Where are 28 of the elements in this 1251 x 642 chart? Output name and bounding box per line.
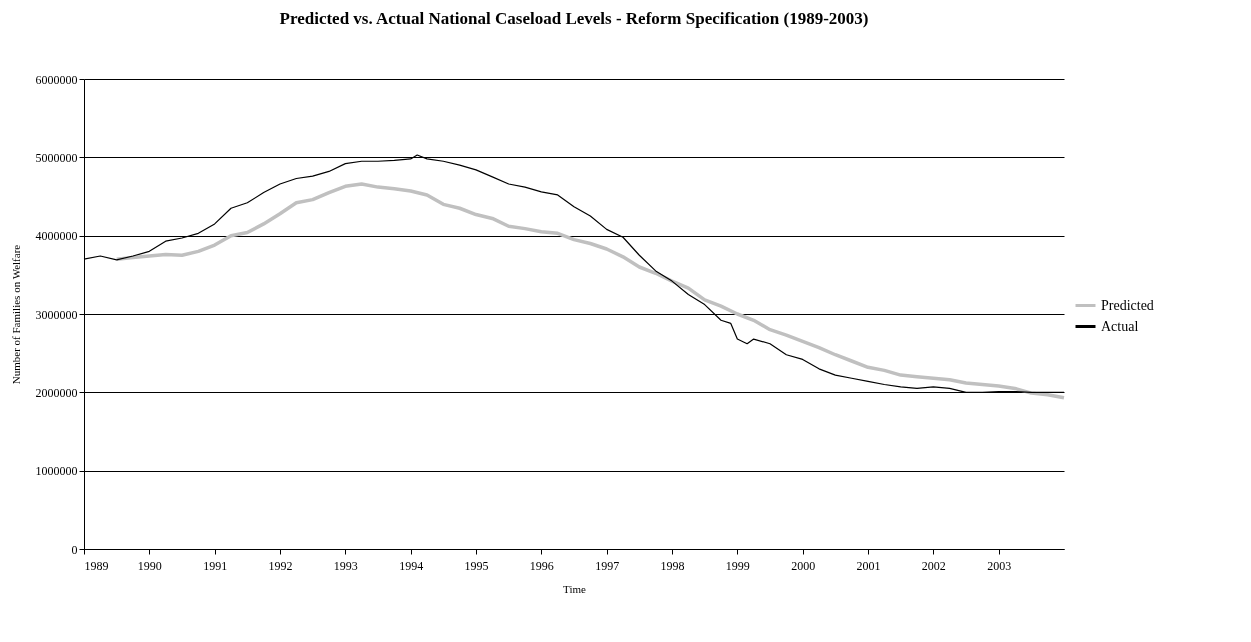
x-tick-label: 1992 xyxy=(268,558,293,573)
x-tick-label: 1989 xyxy=(84,558,109,573)
x-tick-label: 2001 xyxy=(856,558,881,573)
x-tick-label: 2003 xyxy=(987,558,1012,573)
x-tick-label: 1993 xyxy=(333,558,358,573)
y-tick-label: 6000000 xyxy=(35,72,78,87)
line-series xyxy=(114,182,1066,400)
x-tick-label: 1999 xyxy=(725,558,750,573)
y-tick-label: 4000000 xyxy=(35,229,78,244)
y-tick-label: 5000000 xyxy=(35,150,78,165)
x-axis-title: Time xyxy=(563,582,587,595)
y-tick-label: 1000000 xyxy=(35,464,78,479)
y-tick-label: 2000000 xyxy=(35,385,78,400)
legend-label: Predicted xyxy=(1101,297,1154,313)
x-tick-label: 1990 xyxy=(137,558,162,573)
y-axis-title: Number of Families on Welfare xyxy=(9,244,22,385)
x-tick-label: 1994 xyxy=(399,558,424,573)
legend-label: Actual xyxy=(1101,318,1139,334)
chart-title: Predicted vs. Actual National Caseload Levels - Reform Specification (1989-2003) xyxy=(279,9,869,28)
x-tick-label: 1991 xyxy=(203,558,228,573)
y-tick-label: 3000000 xyxy=(35,307,78,322)
x-tick-label: 1995 xyxy=(464,558,489,573)
x-tick-label: 1998 xyxy=(660,558,685,573)
x-tick-label: 2000 xyxy=(791,558,816,573)
x-tick-label: 1997 xyxy=(595,558,620,573)
x-tick-label: 2002 xyxy=(921,558,946,573)
x-tick-label: 1996 xyxy=(529,558,554,573)
y-tick-label: 0 xyxy=(71,542,78,557)
